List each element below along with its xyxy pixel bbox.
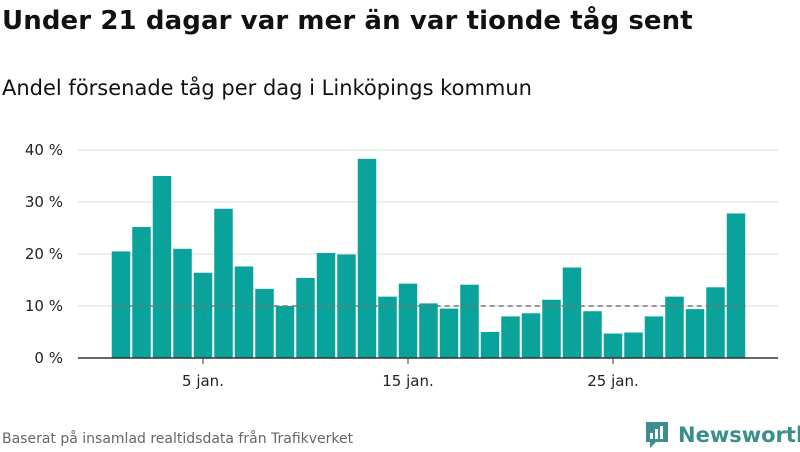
- x-tick-label: 15 jan.: [382, 372, 434, 390]
- chart-subtitle: Andel försenade tåg per dag i Linköpings…: [2, 76, 532, 100]
- bar: [460, 284, 479, 358]
- bar: [173, 248, 192, 358]
- axes: 0 % 10 % 20 % 30 % 40 % 5 jan. 15 jan. 25 jan.: [25, 141, 778, 390]
- bar: [644, 316, 664, 358]
- bar: [665, 296, 684, 358]
- bar: [378, 296, 397, 358]
- bar: [275, 306, 295, 358]
- newsworthy-logo-icon: [646, 422, 668, 448]
- bar: [480, 332, 500, 358]
- brand-name: Newsworthy: [678, 423, 800, 447]
- bar: [583, 311, 602, 358]
- x-tick-label: 5 jan.: [182, 372, 224, 390]
- bar: [152, 176, 172, 358]
- bar: [542, 299, 561, 358]
- x-tick-label: 25 jan.: [587, 372, 639, 390]
- bar: [685, 309, 705, 358]
- bar: [624, 332, 643, 358]
- bar: [439, 308, 459, 358]
- y-tick-label: 20 %: [25, 245, 63, 263]
- brand-logo: Newsworthy: [644, 418, 800, 452]
- bar: [111, 251, 131, 358]
- bar: [255, 288, 274, 358]
- bars: [111, 158, 746, 358]
- bar: [214, 208, 233, 358]
- bar: [316, 252, 336, 358]
- bar: [296, 277, 315, 358]
- bar: [603, 333, 623, 358]
- bar: [501, 316, 520, 358]
- bar: [562, 267, 582, 358]
- bar: [234, 266, 254, 358]
- bar: [726, 213, 746, 358]
- bar: [706, 287, 725, 358]
- y-tick-label: 10 %: [25, 297, 63, 315]
- y-tick-label: 30 %: [25, 193, 63, 211]
- bar: [132, 226, 151, 358]
- bar: [357, 158, 377, 358]
- bar: [419, 303, 438, 358]
- y-tick-label: 40 %: [25, 141, 63, 159]
- bar: [193, 272, 213, 358]
- bar: [398, 283, 418, 358]
- chart-title: Under 21 dagar var mer än var tionde tåg…: [2, 6, 693, 36]
- y-tick-label: 0 %: [34, 349, 63, 367]
- bar: [521, 313, 541, 358]
- source-note: Baserat på insamlad realtidsdata från Tr…: [2, 431, 354, 447]
